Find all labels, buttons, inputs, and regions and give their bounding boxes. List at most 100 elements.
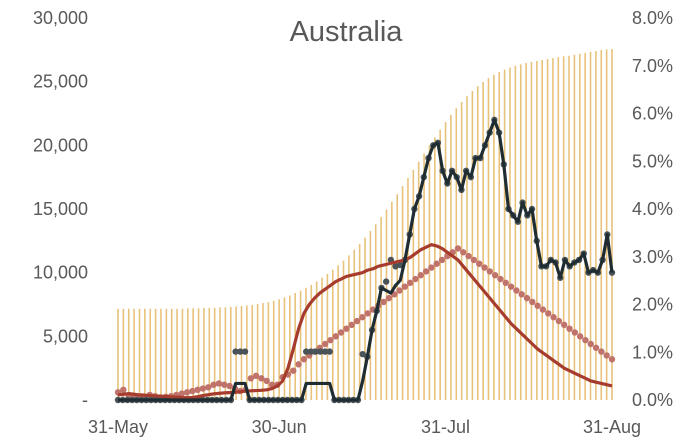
red-point: [178, 390, 185, 397]
red-point: [343, 325, 350, 332]
red-point: [438, 256, 446, 264]
right-tick-label: 5.0%: [632, 151, 673, 171]
red-point: [576, 333, 584, 340]
red-point: [539, 306, 547, 313]
red-point: [582, 336, 589, 344]
x-axis-ticks: 31-May 30-Jun 31-Jul 31-Aug: [88, 417, 641, 437]
red-point: [513, 287, 520, 294]
dark-point: [232, 348, 239, 355]
red-point: [295, 361, 302, 368]
chart-title: Australia: [290, 16, 404, 48]
dark-point: [241, 348, 249, 355]
red-point: [194, 386, 201, 394]
red-point: [183, 389, 191, 396]
red-point: [364, 310, 371, 317]
right-axis-ticks: 0.0% 1.0% 2.0% 3.0% 4.0% 5.0% 6.0% 7.0% 8.0%: [632, 8, 673, 410]
red-point: [608, 356, 616, 363]
left-tick-label: 15,000: [33, 199, 88, 219]
right-tick-label: 0.0%: [632, 390, 673, 410]
left-tick-label: -: [82, 390, 88, 410]
red-point: [470, 256, 478, 264]
dark-point: [302, 348, 310, 355]
red-point: [321, 340, 329, 348]
right-tick-label: 8.0%: [632, 8, 673, 28]
right-tick-label: 2.0%: [632, 295, 673, 315]
right-tick-label: 4.0%: [632, 199, 673, 219]
red-point: [476, 260, 483, 267]
red-point: [587, 340, 594, 348]
red-point: [189, 387, 196, 395]
x-tick-label: 30-Jun: [252, 417, 307, 437]
red-point: [417, 272, 424, 279]
red-point: [598, 348, 605, 355]
red-point: [385, 294, 393, 302]
red-point: [502, 279, 509, 287]
red-point: [406, 279, 414, 287]
dark-line-series: [118, 118, 614, 402]
red-scatter-series: [114, 245, 616, 402]
red-point: [507, 283, 515, 290]
red-point: [428, 264, 435, 271]
x-tick-label: 31-Aug: [583, 417, 641, 437]
red-point: [497, 275, 504, 283]
red-point: [332, 333, 339, 340]
red-point: [486, 268, 494, 275]
red-point: [353, 317, 361, 325]
red-point: [465, 252, 472, 260]
red-line-series: [117, 243, 613, 400]
dark-point: [307, 348, 315, 355]
dark-point: [382, 278, 390, 285]
dark-point: [237, 348, 244, 355]
right-tick-label: 6.0%: [632, 104, 673, 124]
red-point: [481, 264, 488, 271]
red-point: [534, 302, 541, 309]
dark-point: [312, 348, 319, 355]
dark-point: [317, 348, 324, 355]
right-tick-label: 7.0%: [632, 56, 673, 76]
red-point: [518, 291, 525, 298]
red-point: [327, 336, 334, 344]
left-tick-label: 20,000: [33, 135, 88, 155]
red-point: [120, 386, 127, 394]
red-point: [290, 367, 297, 374]
red-point: [300, 356, 308, 363]
red-point: [545, 310, 552, 317]
right-tick-label: 3.0%: [632, 247, 673, 267]
red-point: [523, 294, 531, 302]
red-point: [252, 372, 260, 380]
left-tick-label: 25,000: [33, 72, 88, 92]
red-point: [215, 380, 223, 387]
red-point: [348, 321, 355, 329]
red-point: [592, 344, 600, 351]
red-point: [337, 329, 345, 336]
red-point: [380, 298, 387, 306]
x-tick-label: 31-Jul: [421, 417, 470, 437]
red-point: [412, 275, 419, 283]
red-point: [529, 298, 536, 306]
red-point: [460, 249, 467, 256]
x-tick-label: 31-May: [88, 417, 148, 437]
red-point: [491, 272, 499, 279]
red-point: [258, 375, 265, 382]
red-point: [560, 321, 568, 329]
red-point: [221, 381, 228, 388]
red-point: [226, 382, 233, 390]
red-point: [401, 283, 409, 290]
red-point: [205, 384, 212, 391]
red-point: [454, 245, 462, 252]
bar-series: [117, 49, 613, 400]
red-point: [422, 268, 430, 275]
dark-point: [321, 348, 329, 355]
right-tick-label: 1.0%: [632, 342, 673, 362]
red-point: [550, 314, 557, 321]
red-point: [199, 385, 207, 392]
red-point: [247, 375, 254, 382]
red-point: [566, 325, 573, 332]
red-point: [555, 317, 563, 325]
red-point: [571, 329, 579, 336]
left-tick-label: 5,000: [43, 326, 88, 346]
red-point: [396, 287, 403, 294]
left-tick-label: 30,000: [33, 8, 88, 28]
